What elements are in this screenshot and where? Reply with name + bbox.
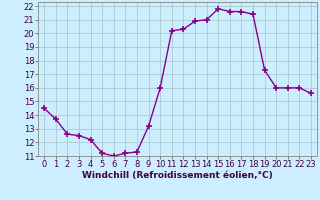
X-axis label: Windchill (Refroidissement éolien,°C): Windchill (Refroidissement éolien,°C) bbox=[82, 171, 273, 180]
